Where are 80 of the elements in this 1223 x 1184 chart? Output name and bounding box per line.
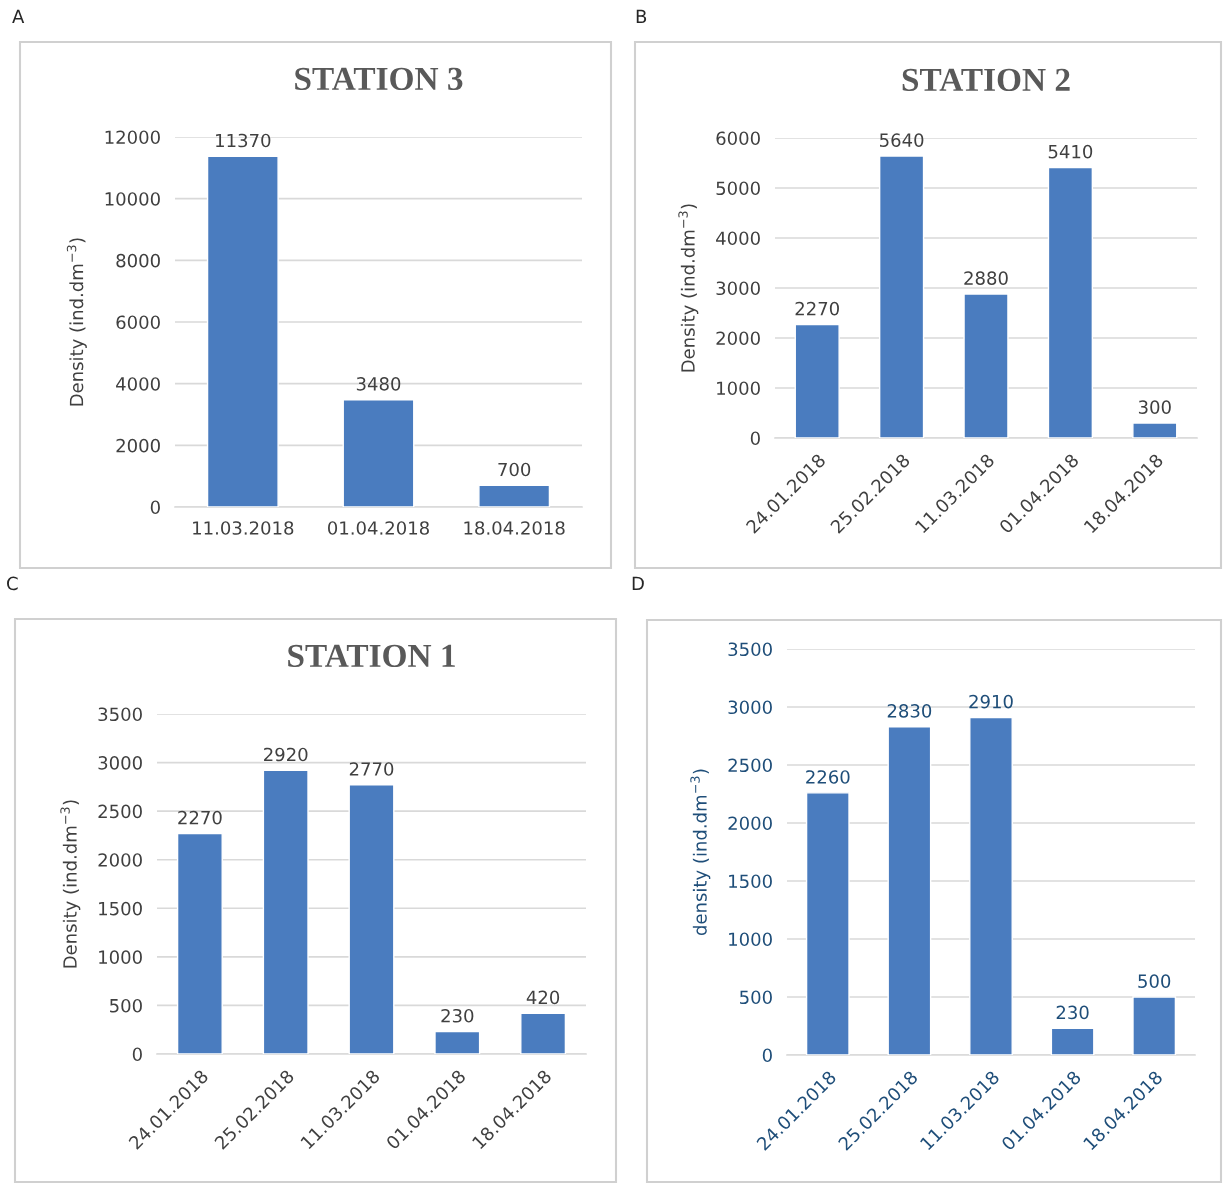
data-label: 2270 (795, 301, 839, 316)
y-tick-label: 0 (132, 1047, 142, 1062)
x-tick-label: 11.03.2018 (193, 521, 294, 535)
bar (963, 293, 1009, 438)
bar (478, 484, 551, 507)
bar (176, 832, 223, 1054)
y-tick-label: 3000 (716, 281, 760, 296)
data-label: 5640 (880, 133, 924, 147)
y-tick-label: 5000 (716, 181, 760, 196)
data-label: 11370 (216, 133, 271, 148)
y-tick-label: 1000 (99, 950, 142, 964)
bar (434, 1030, 481, 1054)
text: D (632, 576, 644, 590)
bar (1050, 1027, 1095, 1055)
y-tick-label: 10000 (105, 192, 160, 206)
data-label: 2270 (178, 810, 222, 825)
y-tick-label: 3500 (728, 642, 772, 657)
y-tick-label: 4000 (116, 377, 160, 391)
bar (805, 792, 850, 1055)
bar (342, 399, 415, 507)
y-tick-label: 1500 (99, 901, 142, 916)
x-tick-label: 18.04.2018 (464, 521, 565, 535)
bar (1047, 166, 1094, 438)
y-tick-label: 0 (762, 1048, 772, 1063)
bar (206, 155, 279, 507)
data-label: 2910 (969, 694, 1013, 709)
y-tick-label: 2500 (728, 758, 772, 773)
bar (969, 716, 1013, 1055)
text: C (7, 576, 18, 591)
data-label: 5410 (1048, 144, 1093, 159)
y-tick-label: 2000 (116, 438, 160, 453)
y-axis-title: Density (ind.dm$^{−3}$) (60, 800, 81, 968)
y-tick-label: 4000 (716, 231, 760, 246)
y-tick-label: 12000 (105, 130, 160, 145)
bar (887, 726, 932, 1055)
data-label: 230 (1056, 1005, 1089, 1020)
chart-title: STATION 2 (902, 68, 1070, 92)
data-label: 2770 (349, 762, 394, 776)
y-tick-label: 0 (150, 500, 160, 515)
y-tick-label: 3500 (98, 707, 142, 722)
data-label: 500 (1138, 974, 1171, 988)
data-label: 3480 (356, 376, 401, 391)
y-tick-label: 3000 (728, 700, 772, 715)
bar (1132, 422, 1178, 438)
y-axis-title: Density (ind.dm$^{−3}$) (678, 204, 699, 372)
y-tick-label: 2000 (98, 853, 142, 867)
bar (520, 1012, 567, 1054)
data-label: 300 (1138, 400, 1171, 414)
y-tick-label: 500 (740, 990, 772, 1005)
y-tick-label: 1000 (717, 381, 760, 396)
y-tick-label: 1500 (729, 874, 772, 889)
data-label: 2260 (806, 770, 850, 784)
text: B (636, 9, 647, 23)
y-tick-label: 8000 (116, 253, 160, 268)
data-label: 2880 (964, 271, 1008, 285)
data-label: 230 (441, 1008, 474, 1023)
y-tick-label: 6000 (116, 315, 160, 330)
y-tick-label: 3000 (98, 756, 142, 770)
y-tick-label: 2500 (98, 804, 142, 819)
y-tick-label: 6000 (716, 131, 760, 146)
y-axis-title: Density (ind.dm$^{−3}$) (66, 238, 87, 406)
chart-title: STATION 3 (295, 67, 463, 91)
bar (262, 769, 309, 1054)
bar (878, 155, 925, 438)
y-axis-title: density (ind.dm$^{−3}$) (690, 769, 711, 936)
y-tick-label: 1000 (729, 932, 772, 947)
bar (348, 784, 395, 1054)
text: A (12, 9, 25, 23)
data-label: 420 (526, 990, 560, 1005)
x-tick-label: 01.04.2018 (328, 521, 429, 535)
y-tick-label: 0 (750, 431, 760, 446)
y-tick-label: 2000 (716, 331, 760, 346)
data-label: 700 (498, 462, 531, 477)
bar (794, 323, 840, 438)
bar (1132, 996, 1177, 1055)
y-tick-label: 2000 (728, 816, 772, 831)
y-tick-label: 500 (110, 998, 142, 1013)
data-label: 2830 (887, 704, 932, 718)
data-label: 2920 (264, 747, 308, 762)
chart-title: STATION 1 (288, 644, 455, 668)
